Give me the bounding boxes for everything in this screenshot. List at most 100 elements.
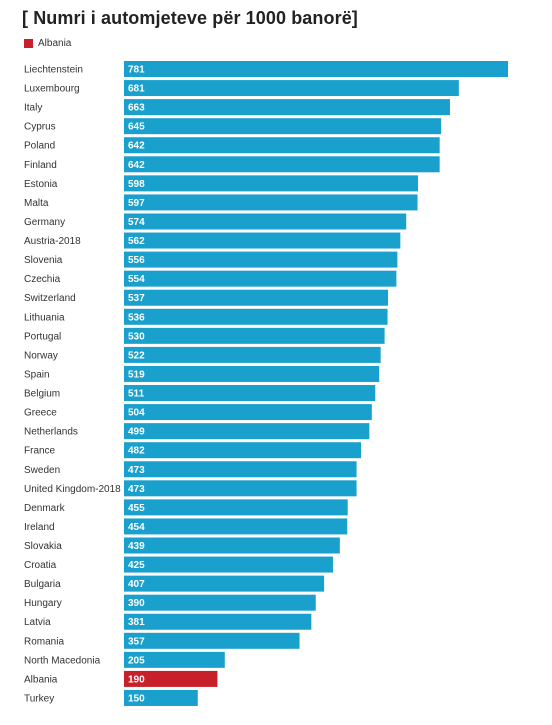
bar bbox=[124, 442, 361, 459]
bar bbox=[124, 346, 381, 363]
value-label: 190 bbox=[128, 674, 145, 685]
bar bbox=[124, 423, 370, 440]
bar bbox=[124, 137, 440, 154]
bar bbox=[124, 670, 218, 687]
category-label: North Macedonia bbox=[24, 655, 101, 666]
bar bbox=[124, 213, 407, 230]
value-label: 511 bbox=[128, 389, 145, 400]
category-label: Spain bbox=[24, 369, 50, 380]
bar bbox=[124, 365, 380, 382]
category-label: Hungary bbox=[24, 598, 62, 609]
bar bbox=[124, 575, 325, 592]
legend: Albania bbox=[24, 38, 71, 49]
bar bbox=[124, 327, 385, 344]
category-label: Latvia bbox=[24, 617, 51, 628]
value-label: 504 bbox=[128, 408, 145, 419]
category-label: Greece bbox=[24, 408, 57, 419]
bar bbox=[124, 651, 225, 668]
category-label: Italy bbox=[24, 103, 42, 114]
value-label: 381 bbox=[128, 617, 145, 628]
category-label: Denmark bbox=[24, 503, 66, 514]
value-label: 455 bbox=[128, 503, 145, 514]
category-label: Malta bbox=[24, 198, 49, 209]
value-label: 473 bbox=[128, 465, 145, 476]
bar bbox=[124, 613, 312, 630]
value-label: 598 bbox=[128, 179, 145, 190]
bar bbox=[124, 308, 388, 325]
category-label: Turkey bbox=[24, 693, 54, 704]
bar bbox=[124, 556, 333, 573]
value-label: 781 bbox=[128, 65, 145, 76]
category-label: Portugal bbox=[24, 331, 61, 342]
category-label: Ireland bbox=[24, 522, 55, 533]
value-label: 454 bbox=[128, 522, 145, 533]
category-label: Switzerland bbox=[24, 293, 76, 304]
bar bbox=[124, 404, 372, 421]
bar bbox=[124, 499, 348, 516]
category-label: Romania bbox=[24, 636, 64, 647]
bar bbox=[124, 194, 418, 211]
value-label: 519 bbox=[128, 369, 145, 380]
bar bbox=[124, 289, 389, 306]
value-label: 425 bbox=[128, 560, 145, 571]
value-label: 205 bbox=[128, 655, 145, 666]
category-label: Netherlands bbox=[24, 427, 78, 438]
value-label: 522 bbox=[128, 350, 145, 361]
bar bbox=[124, 461, 357, 478]
category-label: Sweden bbox=[24, 465, 60, 476]
legend-label: Albania bbox=[38, 38, 72, 49]
value-label: 642 bbox=[128, 160, 145, 171]
bar bbox=[124, 251, 398, 268]
category-label: Austria-2018 bbox=[24, 236, 81, 247]
bar bbox=[124, 80, 459, 97]
value-label: 681 bbox=[128, 84, 145, 95]
category-label: Germany bbox=[24, 217, 65, 228]
bar bbox=[124, 632, 300, 649]
bar bbox=[124, 689, 198, 706]
value-label: 407 bbox=[128, 579, 145, 590]
value-label: 473 bbox=[128, 484, 145, 495]
category-label: Slovakia bbox=[24, 541, 62, 552]
legend-swatch bbox=[24, 39, 33, 48]
value-label: 536 bbox=[128, 312, 145, 323]
value-label: 439 bbox=[128, 541, 145, 552]
bar bbox=[124, 518, 348, 535]
category-label: Croatia bbox=[24, 560, 57, 571]
category-label: United Kingdom-2018 bbox=[24, 484, 121, 495]
value-label: 562 bbox=[128, 236, 145, 247]
bar bbox=[124, 118, 442, 135]
value-label: 597 bbox=[128, 198, 145, 209]
bar bbox=[124, 480, 357, 497]
value-label: 530 bbox=[128, 331, 145, 342]
category-label: Bulgaria bbox=[24, 579, 61, 590]
category-label: Finland bbox=[24, 160, 57, 171]
category-label: Estonia bbox=[24, 179, 58, 190]
bar bbox=[124, 175, 419, 192]
value-label: 499 bbox=[128, 427, 145, 438]
value-label: 482 bbox=[128, 446, 145, 457]
category-label: Liechtenstein bbox=[24, 65, 83, 76]
category-label: Lithuania bbox=[24, 312, 65, 323]
category-label: Belgium bbox=[24, 389, 60, 400]
value-label: 574 bbox=[128, 217, 145, 228]
category-label: Czechia bbox=[24, 274, 61, 285]
category-label: France bbox=[24, 446, 56, 457]
bar bbox=[124, 270, 397, 287]
value-label: 554 bbox=[128, 274, 145, 285]
value-label: 390 bbox=[128, 598, 145, 609]
value-label: 556 bbox=[128, 255, 145, 266]
bar bbox=[124, 232, 401, 249]
value-label: 537 bbox=[128, 293, 145, 304]
value-label: 663 bbox=[128, 103, 145, 114]
chart-title: [ Numri i automjeteve për 1000 banorë] bbox=[22, 8, 358, 28]
value-label: 150 bbox=[128, 693, 145, 704]
category-label: Slovenia bbox=[24, 255, 63, 266]
bar bbox=[124, 594, 316, 611]
category-label: Cyprus bbox=[24, 122, 56, 133]
value-label: 357 bbox=[128, 636, 145, 647]
category-label: Poland bbox=[24, 141, 55, 152]
bar bbox=[124, 156, 440, 173]
bar bbox=[124, 385, 376, 402]
category-label: Norway bbox=[24, 350, 58, 361]
